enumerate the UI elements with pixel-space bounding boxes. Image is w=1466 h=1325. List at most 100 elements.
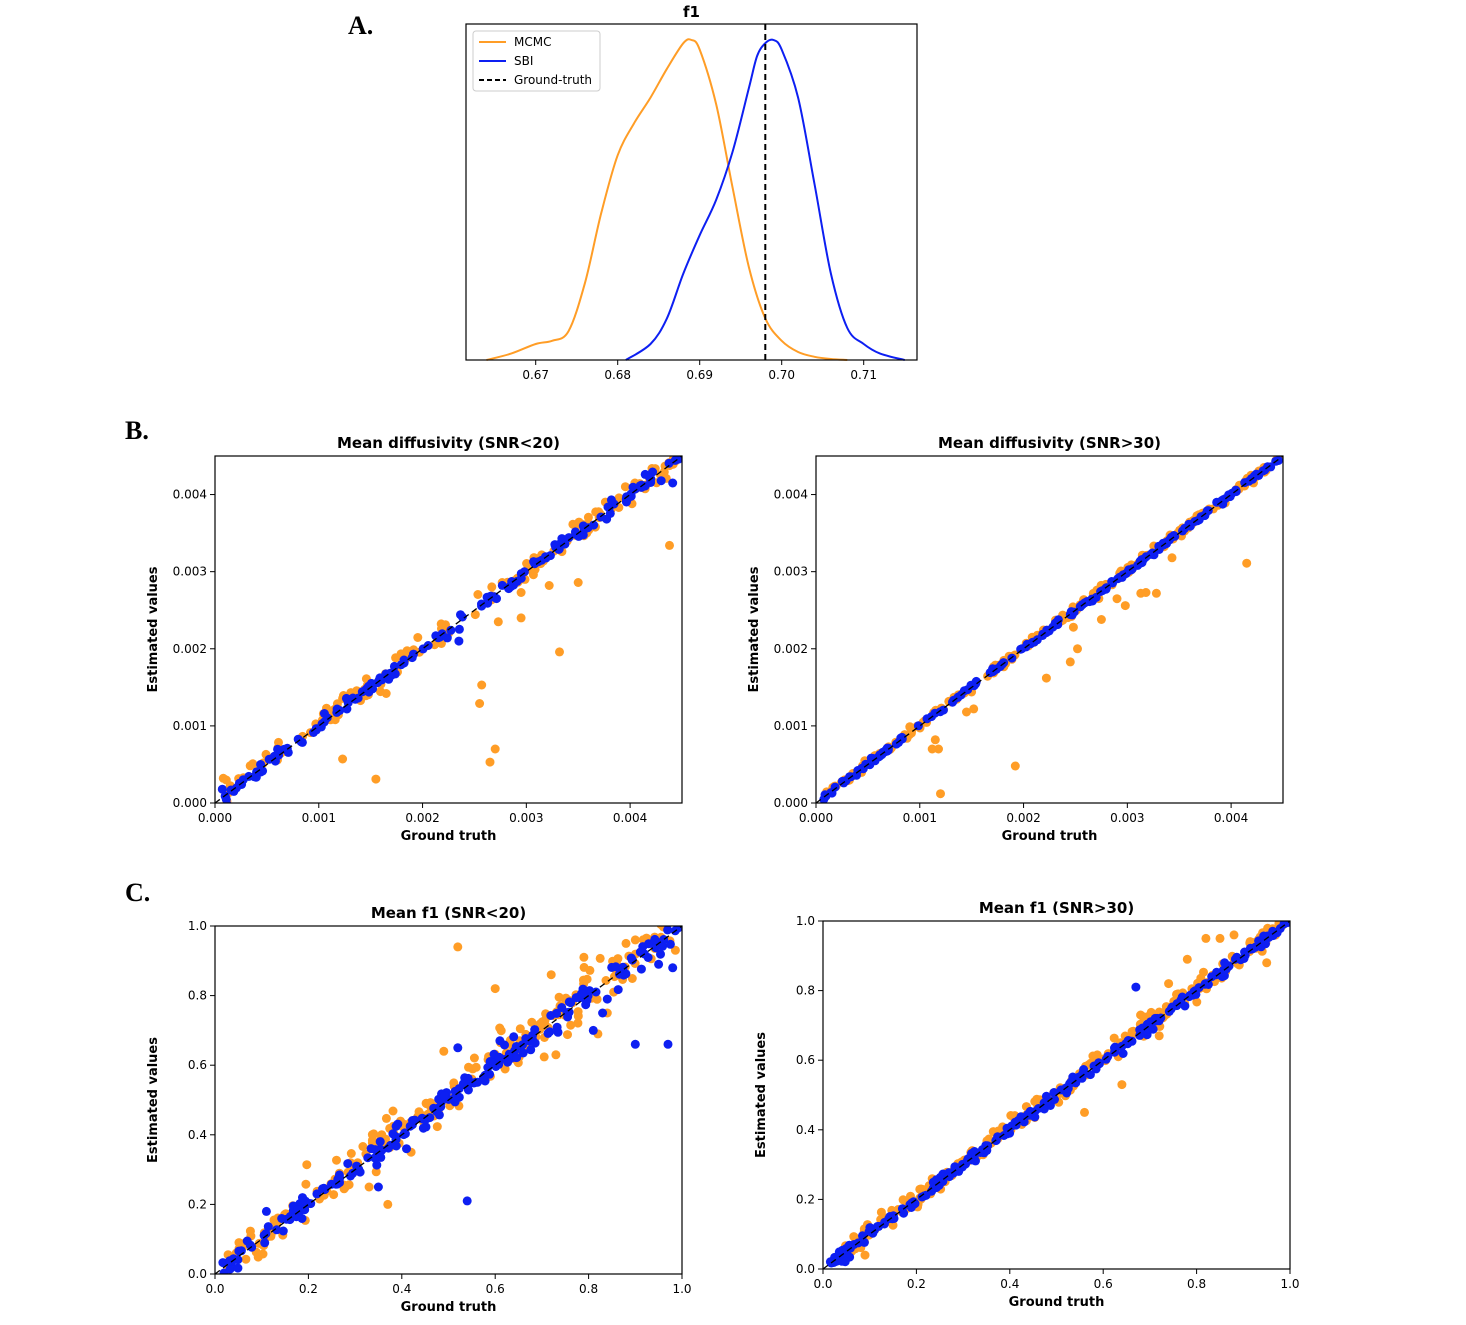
sbi-point <box>348 693 358 703</box>
y-axis-label: Estimated values <box>146 1037 161 1163</box>
x-tick-label: 0.70 <box>768 368 795 382</box>
sbi-point <box>626 953 636 963</box>
sbi-point <box>611 962 621 972</box>
mcmc-point <box>554 992 564 1002</box>
mcmc-point <box>346 1149 356 1158</box>
sbi-point <box>978 1145 987 1155</box>
mcmc-point <box>449 1078 459 1088</box>
mcmc-point <box>566 1020 576 1030</box>
mcmc-point <box>601 976 611 985</box>
sbi-point <box>1274 456 1283 465</box>
chart-md-high-snr: 0.000 0.001 0.002 0.003 0.004 0.000 0.001 0.002… <box>747 434 1284 844</box>
mcmc-point <box>627 974 637 983</box>
mcmc-point <box>248 759 258 769</box>
sbi-point <box>529 557 539 567</box>
sbi-point <box>298 1193 307 1203</box>
y-tick-label: 0.4 <box>796 1123 815 1137</box>
y-tick-label: 0.6 <box>188 1058 207 1072</box>
sbi-point <box>1101 1054 1111 1064</box>
mcmc-point <box>371 1167 381 1177</box>
mcmc-point <box>485 757 495 767</box>
x-tick-label: 0.002 <box>405 811 439 825</box>
mcmc-point <box>1117 1080 1127 1090</box>
x-axis-label: Ground truth <box>1009 1295 1105 1310</box>
sbi-point <box>658 941 668 951</box>
sbi-point <box>1167 1002 1177 1012</box>
chart-f1-high-snr: 0.0 0.2 0.4 0.6 0.8 1.0 0.0 0.2 0.4 0.6 0.8 1.0 Mean… <box>754 899 1300 1310</box>
mcmc-point <box>515 1024 525 1034</box>
sbi-point <box>1232 952 1242 962</box>
y-tick-label: 0.4 <box>188 1128 207 1142</box>
identity-line <box>215 456 682 803</box>
sbi-point <box>899 1208 909 1218</box>
sbi-point <box>399 1130 409 1140</box>
mcmc-point <box>381 689 391 698</box>
mcmc-point <box>1199 967 1208 977</box>
mcmc-point <box>614 493 624 503</box>
sbi-point <box>259 1230 269 1240</box>
mcmc-point <box>1068 622 1078 632</box>
sbi-point <box>1266 462 1276 472</box>
sbi-point <box>439 1091 449 1101</box>
sbi-point <box>442 633 452 643</box>
sbi-point <box>471 1077 480 1087</box>
mcmc-point <box>301 1179 311 1189</box>
sbi-point <box>327 1179 336 1189</box>
chart-title: Mean f1 (SNR<20) <box>371 904 526 922</box>
sbi-point <box>865 1223 875 1233</box>
panel-letter-b: B. <box>125 416 149 445</box>
x-axis-label: Ground truth <box>401 1300 497 1315</box>
sbi-point <box>887 1214 897 1224</box>
sbi-point <box>530 1038 540 1048</box>
sbi-point <box>363 1153 373 1163</box>
sbi-point <box>334 1174 344 1184</box>
sbi-point <box>260 1238 270 1248</box>
sbi-point <box>1225 492 1235 501</box>
sbi-point <box>278 1226 288 1236</box>
sbi-point <box>564 997 574 1007</box>
mcmc-point <box>667 911 676 920</box>
x-tick-label: 0.6 <box>486 1282 505 1296</box>
sbi-point <box>393 1119 403 1129</box>
sbi-point <box>931 1183 941 1193</box>
mcmc-point <box>1080 1107 1089 1117</box>
x-tick-label: 0.68 <box>604 368 631 382</box>
x-tick-label: 0.4 <box>1000 1277 1019 1291</box>
sbi-point <box>665 939 675 949</box>
identity-line <box>215 926 682 1274</box>
sbi-point <box>546 1011 556 1020</box>
mcmc-point <box>579 952 589 962</box>
sbi-point <box>651 943 661 953</box>
chart-title: Mean diffusivity (SNR>30) <box>938 434 1161 452</box>
x-tick-label: 0.004 <box>1214 811 1248 825</box>
mcmc-point <box>381 1113 391 1123</box>
sbi-point <box>1079 1065 1089 1074</box>
sbi-point <box>938 705 948 715</box>
sbi-point <box>263 1222 273 1232</box>
mcmc-point <box>522 559 532 568</box>
mcmc-point <box>621 938 631 948</box>
mcmc-point <box>302 1160 312 1170</box>
x-tick-label: 0.6 <box>1094 1277 1113 1291</box>
y-tick-label: 0.2 <box>796 1192 815 1206</box>
sbi-point <box>654 959 664 969</box>
sbi-point <box>494 1052 504 1062</box>
sbi-point <box>234 778 244 788</box>
chart-title: Mean f1 (SNR>30) <box>979 899 1134 917</box>
mcmc-point <box>582 974 592 984</box>
mcmc-point <box>1229 930 1239 940</box>
sbi-point <box>373 1182 383 1192</box>
x-tick-label: 0.002 <box>1006 811 1040 825</box>
sbi-point <box>512 1053 522 1063</box>
y-tick-label: 0.003 <box>774 565 808 579</box>
sbi-point <box>1050 1095 1059 1104</box>
sbi-point <box>318 1184 327 1194</box>
sbi-point <box>491 1062 501 1071</box>
mcmc-point <box>663 915 672 924</box>
x-tick-label: 0.69 <box>686 368 713 382</box>
mcmc-point <box>1167 553 1177 563</box>
mcmc-point <box>962 707 971 717</box>
y-tick-label: 0.8 <box>796 984 815 998</box>
mcmc-point <box>469 1053 479 1063</box>
mcmc-point <box>371 774 381 784</box>
